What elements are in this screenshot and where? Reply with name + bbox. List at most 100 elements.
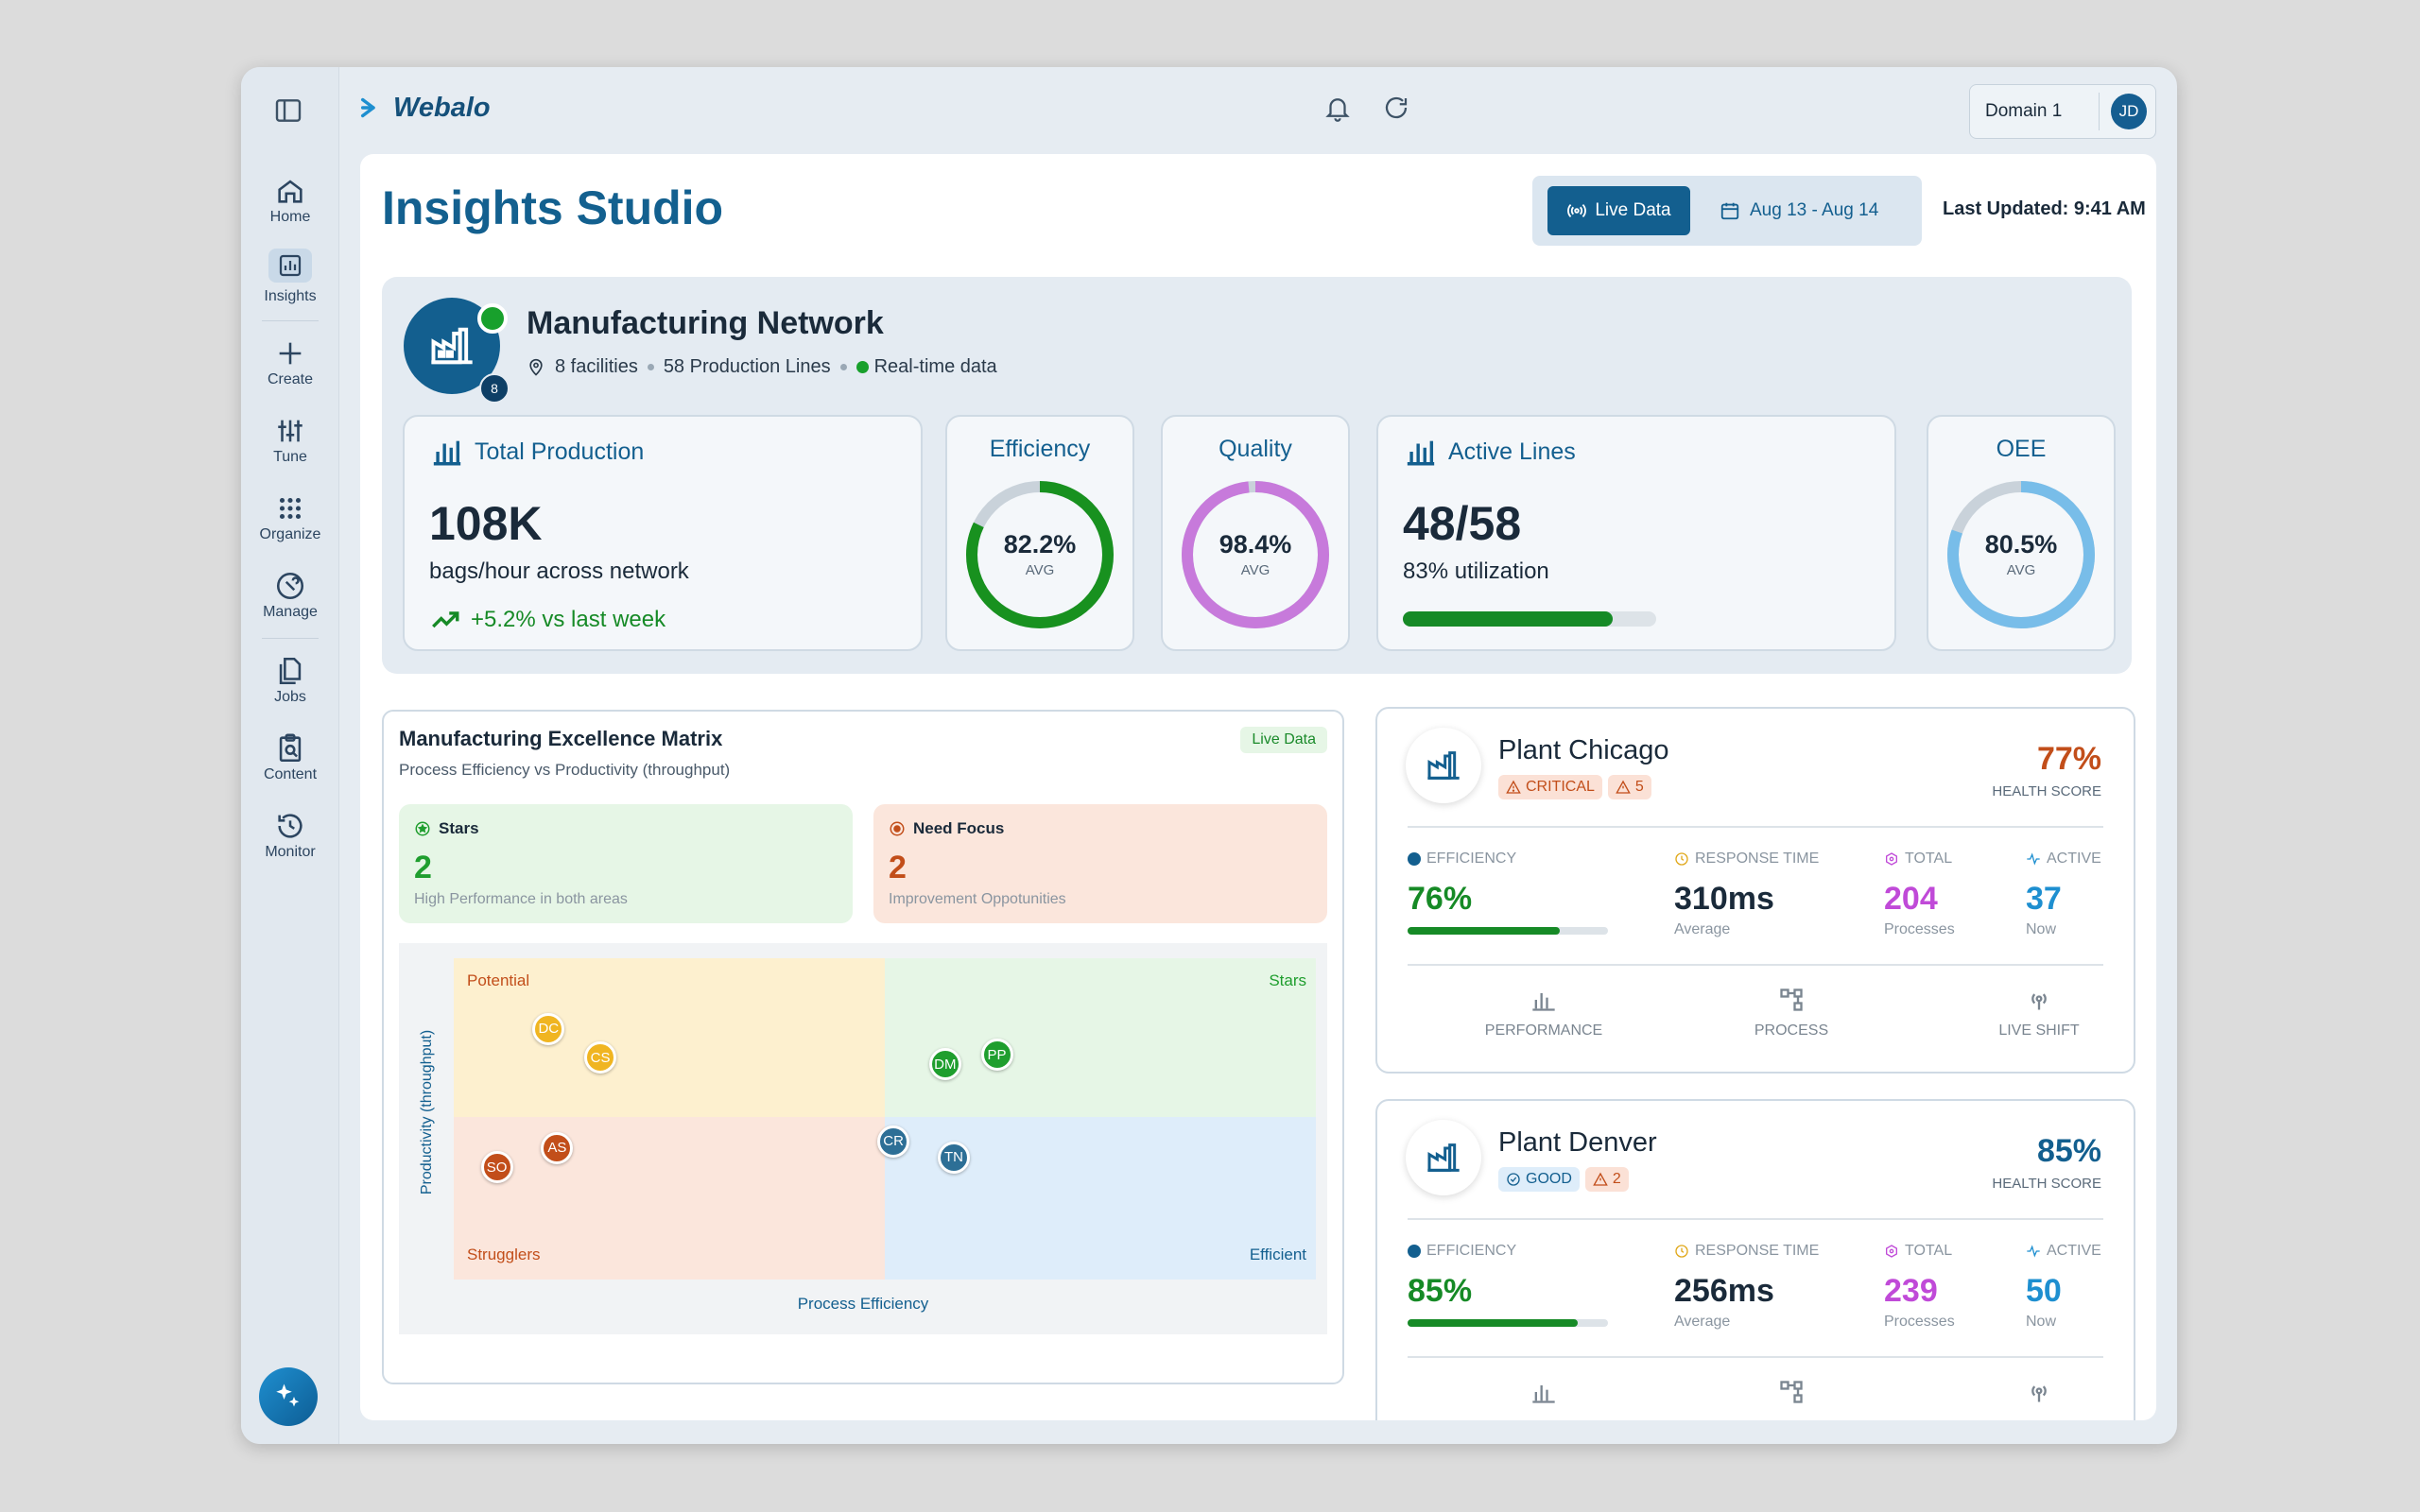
active-value: 37 bbox=[2026, 881, 2062, 917]
utilization-progress-fill bbox=[1403, 611, 1614, 627]
active-sub: Now bbox=[2026, 1314, 2057, 1330]
nav-create[interactable]: Create bbox=[249, 332, 332, 398]
stars-summary-card[interactable]: Stars 2 High Performance in both areas bbox=[399, 804, 853, 923]
matrix-point-tn[interactable]: TN bbox=[937, 1141, 970, 1174]
matrix-live-tag: Live Data bbox=[1240, 727, 1327, 753]
history-icon bbox=[278, 814, 302, 838]
live-shift-button[interactable]: LIVE SHIFT bbox=[1945, 987, 2134, 1040]
quality-value: 98.4% bbox=[1219, 530, 1292, 558]
performance-button[interactable] bbox=[1449, 1379, 1638, 1415]
broadcast-icon bbox=[2031, 993, 2047, 1010]
x-axis-label: Process Efficiency bbox=[797, 1295, 929, 1313]
y-axis-label: Productivity (throughput) bbox=[419, 1029, 435, 1195]
avatar[interactable]: JD bbox=[2111, 94, 2147, 129]
domain-selector[interactable]: Domain 1 JD bbox=[1969, 84, 2156, 139]
clock-icon bbox=[1675, 852, 1688, 866]
focus-summary-desc: Improvement Oppotunities bbox=[889, 891, 1066, 907]
efficiency-value: 76% bbox=[1408, 881, 1473, 917]
process-button[interactable] bbox=[1697, 1379, 1886, 1415]
process-button[interactable]: PROCESS bbox=[1697, 987, 1886, 1040]
warning-icon bbox=[1506, 780, 1521, 794]
nav-home[interactable]: Home bbox=[249, 169, 332, 235]
health-score: 77% HEALTH SCORE bbox=[1992, 741, 2101, 799]
oee-avg-label: AVG bbox=[2006, 562, 2036, 578]
efficiency-avg-label: AVG bbox=[1025, 562, 1055, 578]
status-badge: GOOD bbox=[1498, 1167, 1580, 1192]
kpi-active-lines[interactable]: Active Lines 48/58 83% utilization bbox=[1376, 415, 1896, 651]
kpi-quality[interactable]: Quality 98.4% AVG bbox=[1161, 415, 1350, 651]
sidebar-toggle-icon[interactable] bbox=[273, 95, 305, 128]
focus-summary-card[interactable]: Need Focus 2 Improvement Oppotunities bbox=[873, 804, 1327, 923]
nav-manage[interactable]: Manage bbox=[249, 564, 332, 630]
response-time-value: 310ms bbox=[1674, 881, 1774, 917]
nav-home-label: Home bbox=[269, 209, 311, 225]
webalo-logo-icon bbox=[360, 97, 375, 118]
plant-card-chicago[interactable]: Plant Chicago CRITICAL 5 77% HEALTH SCOR… bbox=[1375, 707, 2135, 1074]
main-content: Insights Studio Live Data Aug 13 - Aug 1… bbox=[360, 154, 2156, 1420]
kpi-active-lines-sub: 83% utilization bbox=[1403, 558, 1549, 584]
efficiency-gauge: 82.2% AVG bbox=[962, 477, 1117, 632]
location-pin-icon bbox=[529, 358, 543, 376]
kpi-oee[interactable]: OEE 80.5% AVG bbox=[1927, 415, 2116, 651]
stars-summary-desc: High Performance in both areas bbox=[414, 891, 628, 907]
quadrant-label-strugglers: Strugglers bbox=[467, 1246, 541, 1263]
matrix-point-cs[interactable]: CS bbox=[584, 1041, 617, 1074]
refresh-icon[interactable] bbox=[1382, 94, 1416, 128]
metric-active: ACTIVE 37 Now bbox=[2026, 850, 2101, 937]
kpi-production-unit: bags/hour across network bbox=[429, 558, 689, 584]
performance-button[interactable]: PERFORMANCE bbox=[1449, 987, 1638, 1040]
nav-monitor[interactable]: Monitor bbox=[249, 804, 332, 870]
quality-gauge-arc bbox=[1182, 481, 1329, 628]
plant-name: Plant Denver bbox=[1498, 1127, 1657, 1158]
star-circle-icon bbox=[415, 821, 430, 836]
nav-create-label: Create bbox=[267, 371, 314, 387]
nav-tune[interactable]: Tune bbox=[249, 409, 332, 475]
date-range-button[interactable]: Aug 13 - Aug 14 bbox=[1720, 186, 1878, 235]
last-updated: Last Updated: 9:41 AM bbox=[1943, 198, 2146, 219]
metric-active: ACTIVE 50 Now bbox=[2026, 1243, 2101, 1330]
kpi-total-production[interactable]: Total Production 108K bags/hour across n… bbox=[403, 415, 923, 651]
bell-icon[interactable] bbox=[1323, 94, 1357, 128]
nav-jobs[interactable]: Jobs bbox=[249, 649, 332, 715]
facilities-count: 8 facilities bbox=[555, 356, 638, 377]
matrix-point-dm[interactable]: DM bbox=[928, 1048, 961, 1081]
assistant-button[interactable] bbox=[259, 1367, 318, 1426]
domain-name: Domain 1 bbox=[1985, 101, 2063, 121]
plant-card-denver[interactable]: Plant Denver GOOD 2 85% HEALTH SCORE EFF… bbox=[1375, 1099, 2135, 1420]
matrix-point-as[interactable]: AS bbox=[541, 1131, 574, 1164]
total-value: 204 bbox=[1884, 881, 1938, 917]
kpi-production-trend: +5.2% vs last week bbox=[429, 604, 666, 636]
metric-total: TOTAL 239 Processes bbox=[1884, 1243, 1955, 1330]
alert-count-badge: 5 bbox=[1607, 775, 1651, 799]
nav-insights[interactable]: Insights bbox=[249, 249, 332, 315]
activity-icon bbox=[2027, 1245, 2040, 1258]
kpi-production-title: Total Production bbox=[475, 438, 645, 465]
network-meta: 8 facilities 58 Production Lines Real-ti… bbox=[527, 356, 997, 378]
matrix-point-dc[interactable]: DC bbox=[532, 1012, 565, 1045]
alert-count-badge: 2 bbox=[1584, 1167, 1629, 1192]
nav-content[interactable]: Content bbox=[249, 727, 332, 793]
brand-logo[interactable]: Webalo bbox=[357, 92, 491, 124]
kpi-efficiency[interactable]: Efficiency 82.2% AVG bbox=[945, 415, 1134, 651]
metric-response-time: RESPONSE TIME 256ms Average bbox=[1674, 1243, 1820, 1330]
matrix-point-pp[interactable]: PP bbox=[980, 1039, 1013, 1071]
nav-insights-label: Insights bbox=[264, 288, 317, 304]
response-time-sub: Average bbox=[1674, 921, 1731, 937]
live-data-button[interactable]: Live Data bbox=[1547, 186, 1690, 235]
total-sub: Processes bbox=[1884, 921, 1955, 937]
files-icon bbox=[279, 657, 302, 685]
quadrant-potential bbox=[454, 958, 885, 1117]
nav-organize[interactable]: Organize bbox=[249, 487, 332, 553]
warning-icon bbox=[1593, 1172, 1608, 1186]
hexagon-icon bbox=[1886, 1245, 1897, 1258]
matrix-point-cr[interactable]: CR bbox=[877, 1125, 910, 1158]
efficiency-bar bbox=[1408, 927, 1608, 935]
focus-summary-count: 2 bbox=[889, 850, 907, 885]
matrix-point-so[interactable]: SO bbox=[480, 1151, 513, 1183]
warning-icon bbox=[1616, 780, 1631, 794]
stars-summary-count: 2 bbox=[414, 850, 432, 885]
live-shift-button[interactable] bbox=[1945, 1379, 2134, 1415]
factory-icon bbox=[1406, 728, 1481, 803]
nav-content-label: Content bbox=[263, 766, 318, 782]
time-range-group: Live Data Aug 13 - Aug 14 bbox=[1532, 176, 1922, 246]
